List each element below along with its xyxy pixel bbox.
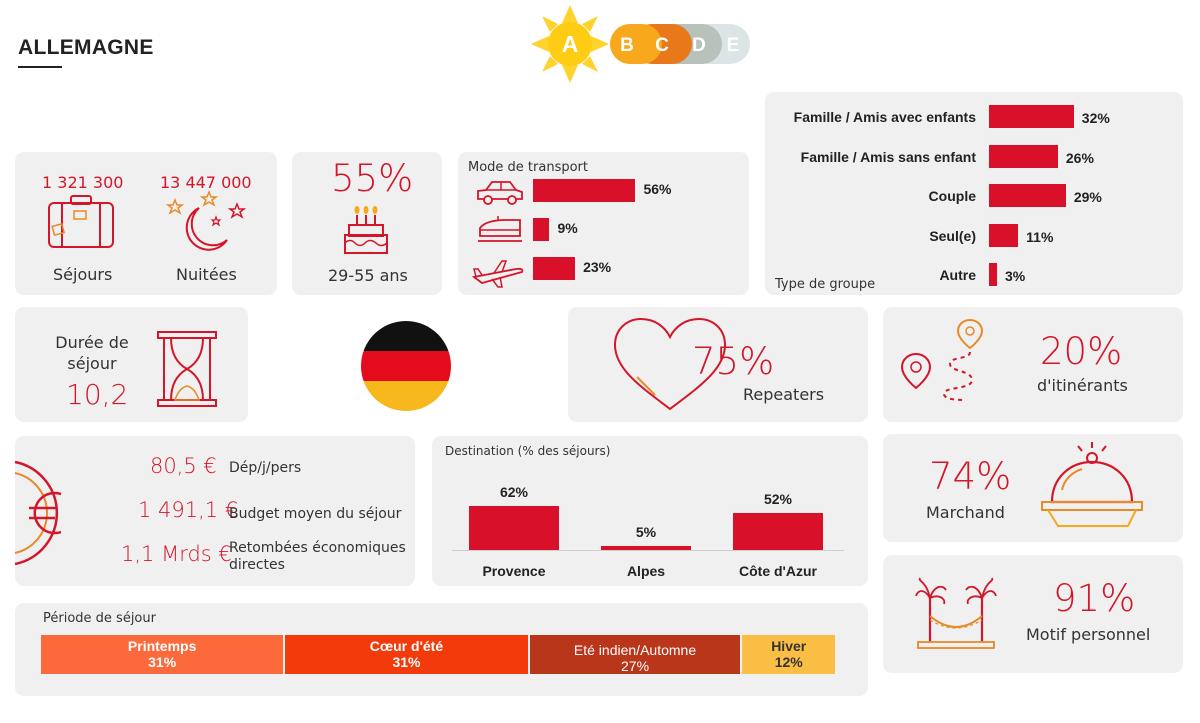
nuitees-label: Nuitées (176, 265, 237, 284)
motif-card (883, 555, 1183, 673)
transport-bar (533, 179, 636, 202)
destination-bar-label: 52% (763, 491, 793, 508)
palm-hammock-icon (915, 577, 997, 649)
budget-card (15, 436, 415, 586)
group-bar-label: 3% (1004, 268, 1026, 284)
motif-value: 91% (1053, 577, 1136, 620)
rating-letter-d: D (692, 35, 706, 56)
itinerants-value: 20% (1040, 330, 1123, 373)
budget-impact-label: Retombées économiques directes (229, 540, 406, 573)
marchand-card (883, 434, 1183, 542)
rating-letter-e: E (727, 35, 740, 56)
heart-icon (613, 317, 727, 411)
period-segment-label: Cœur d'été (369, 638, 444, 654)
moon-stars-icon (165, 189, 247, 251)
period-segment-value: 27% (621, 658, 650, 674)
marchand-label: Marchand (926, 503, 1005, 522)
rating-scale: A B C D E (528, 5, 758, 83)
group-bar (989, 145, 1058, 168)
repeaters-value: 75% (692, 340, 775, 383)
rating-pills-background (610, 24, 750, 64)
destination-category-label: Alpes (626, 563, 666, 579)
train-icon (478, 216, 522, 242)
budget-impact-value: 1,1 Mrds € (121, 542, 232, 566)
transport-bar (533, 257, 576, 280)
budget-stay-value: 1 491,1 € (138, 498, 239, 522)
germany-flag-icon (361, 321, 451, 411)
group-bar (989, 105, 1074, 128)
rating-letter-a: A (562, 31, 579, 57)
motif-label: Motif personnel (1026, 625, 1151, 644)
suitcase-icon (48, 195, 114, 248)
transport-bar (533, 218, 550, 241)
period-segment: Printemps 31% (41, 635, 284, 674)
period-segment-label: Printemps (127, 638, 197, 654)
group-chart-title: Type de groupe (775, 277, 876, 292)
destination-category-label: Provence (482, 563, 546, 579)
period-segment-label: Hiver (771, 638, 807, 654)
nuitees-value: 13 447 000 (160, 173, 252, 192)
group-category-label: Autre (939, 267, 976, 283)
transport-bar-label: 23% (583, 259, 612, 275)
group-bar (989, 184, 1066, 207)
duration-label: Durée de séjour (55, 333, 129, 373)
duration-value: 10,2 (66, 378, 129, 411)
marchand-value: 74% (929, 455, 1012, 498)
route-pin-icon (900, 318, 984, 401)
group-bar-label: 32% (1081, 110, 1110, 126)
period-segment: Cœur d'été 31% (285, 635, 528, 674)
destination-bar (601, 546, 691, 550)
rating-letter-b: B (620, 35, 634, 56)
group-category-label: Famille / Amis avec enfants (793, 109, 976, 125)
itinerants-card (883, 307, 1183, 422)
destination-bar-label: 5% (635, 524, 657, 541)
birthday-cake-icon (344, 206, 388, 254)
age-label: 29-55 ans (328, 266, 408, 285)
period-chart-title: Période de séjour (43, 611, 156, 626)
group-category-label: Couple (928, 188, 976, 204)
destination-bar (733, 513, 823, 550)
budget-daily-value: 80,5 € (150, 454, 217, 478)
transport-bar-label: 9% (557, 220, 578, 236)
euro-coin-icon (14, 460, 62, 566)
group-bar (989, 224, 1019, 247)
transport-bar-label: 56% (643, 181, 672, 197)
group-category-label: Seul(e) (929, 228, 976, 244)
hourglass-icon (157, 331, 217, 407)
group-card (765, 92, 1183, 295)
period-segment-label: Eté indien/Automne (573, 642, 697, 658)
car-icon (477, 181, 523, 205)
stats-card (15, 152, 277, 295)
title-underline (18, 66, 62, 68)
destination-bar (469, 506, 559, 550)
age-value: 55% (331, 157, 414, 200)
group-category-label: Famille / Amis sans enfant (800, 149, 976, 165)
sejours-value: 1 321 300 (42, 173, 124, 192)
destination-bar-label: 62% (499, 484, 529, 501)
period-segment: Eté indien/Automne 27% (529, 635, 741, 674)
service-bell-icon (1041, 442, 1143, 527)
period-segment-value: 31% (392, 654, 421, 670)
destination-baseline (452, 550, 844, 551)
period-segment: Hiver 12% (742, 635, 835, 674)
repeaters-label: Repeaters (743, 385, 825, 404)
budget-stay-label: Budget moyen du séjour (229, 506, 402, 522)
transport-chart-title: Mode de transport (468, 160, 589, 175)
sejours-label: Séjours (53, 265, 113, 284)
group-bar-label: 11% (1026, 229, 1054, 245)
group-bar-label: 29% (1073, 189, 1102, 205)
period-segment-value: 31% (148, 654, 177, 670)
destination-chart-title: Destination (% des séjours) (445, 444, 611, 458)
rating-letter-c: C (655, 35, 669, 56)
page-title: ALLEMAGNE (18, 36, 154, 59)
plane-icon (471, 260, 524, 288)
period-segment-value: 12% (774, 654, 803, 670)
sun-icon (531, 5, 609, 83)
destination-category-label: Côte d'Azur (739, 563, 817, 579)
group-bar-label: 26% (1065, 150, 1094, 166)
group-bar (989, 263, 997, 286)
budget-daily-label: Dép/j/pers (229, 460, 302, 476)
itinerants-label: d'itinérants (1037, 376, 1128, 395)
